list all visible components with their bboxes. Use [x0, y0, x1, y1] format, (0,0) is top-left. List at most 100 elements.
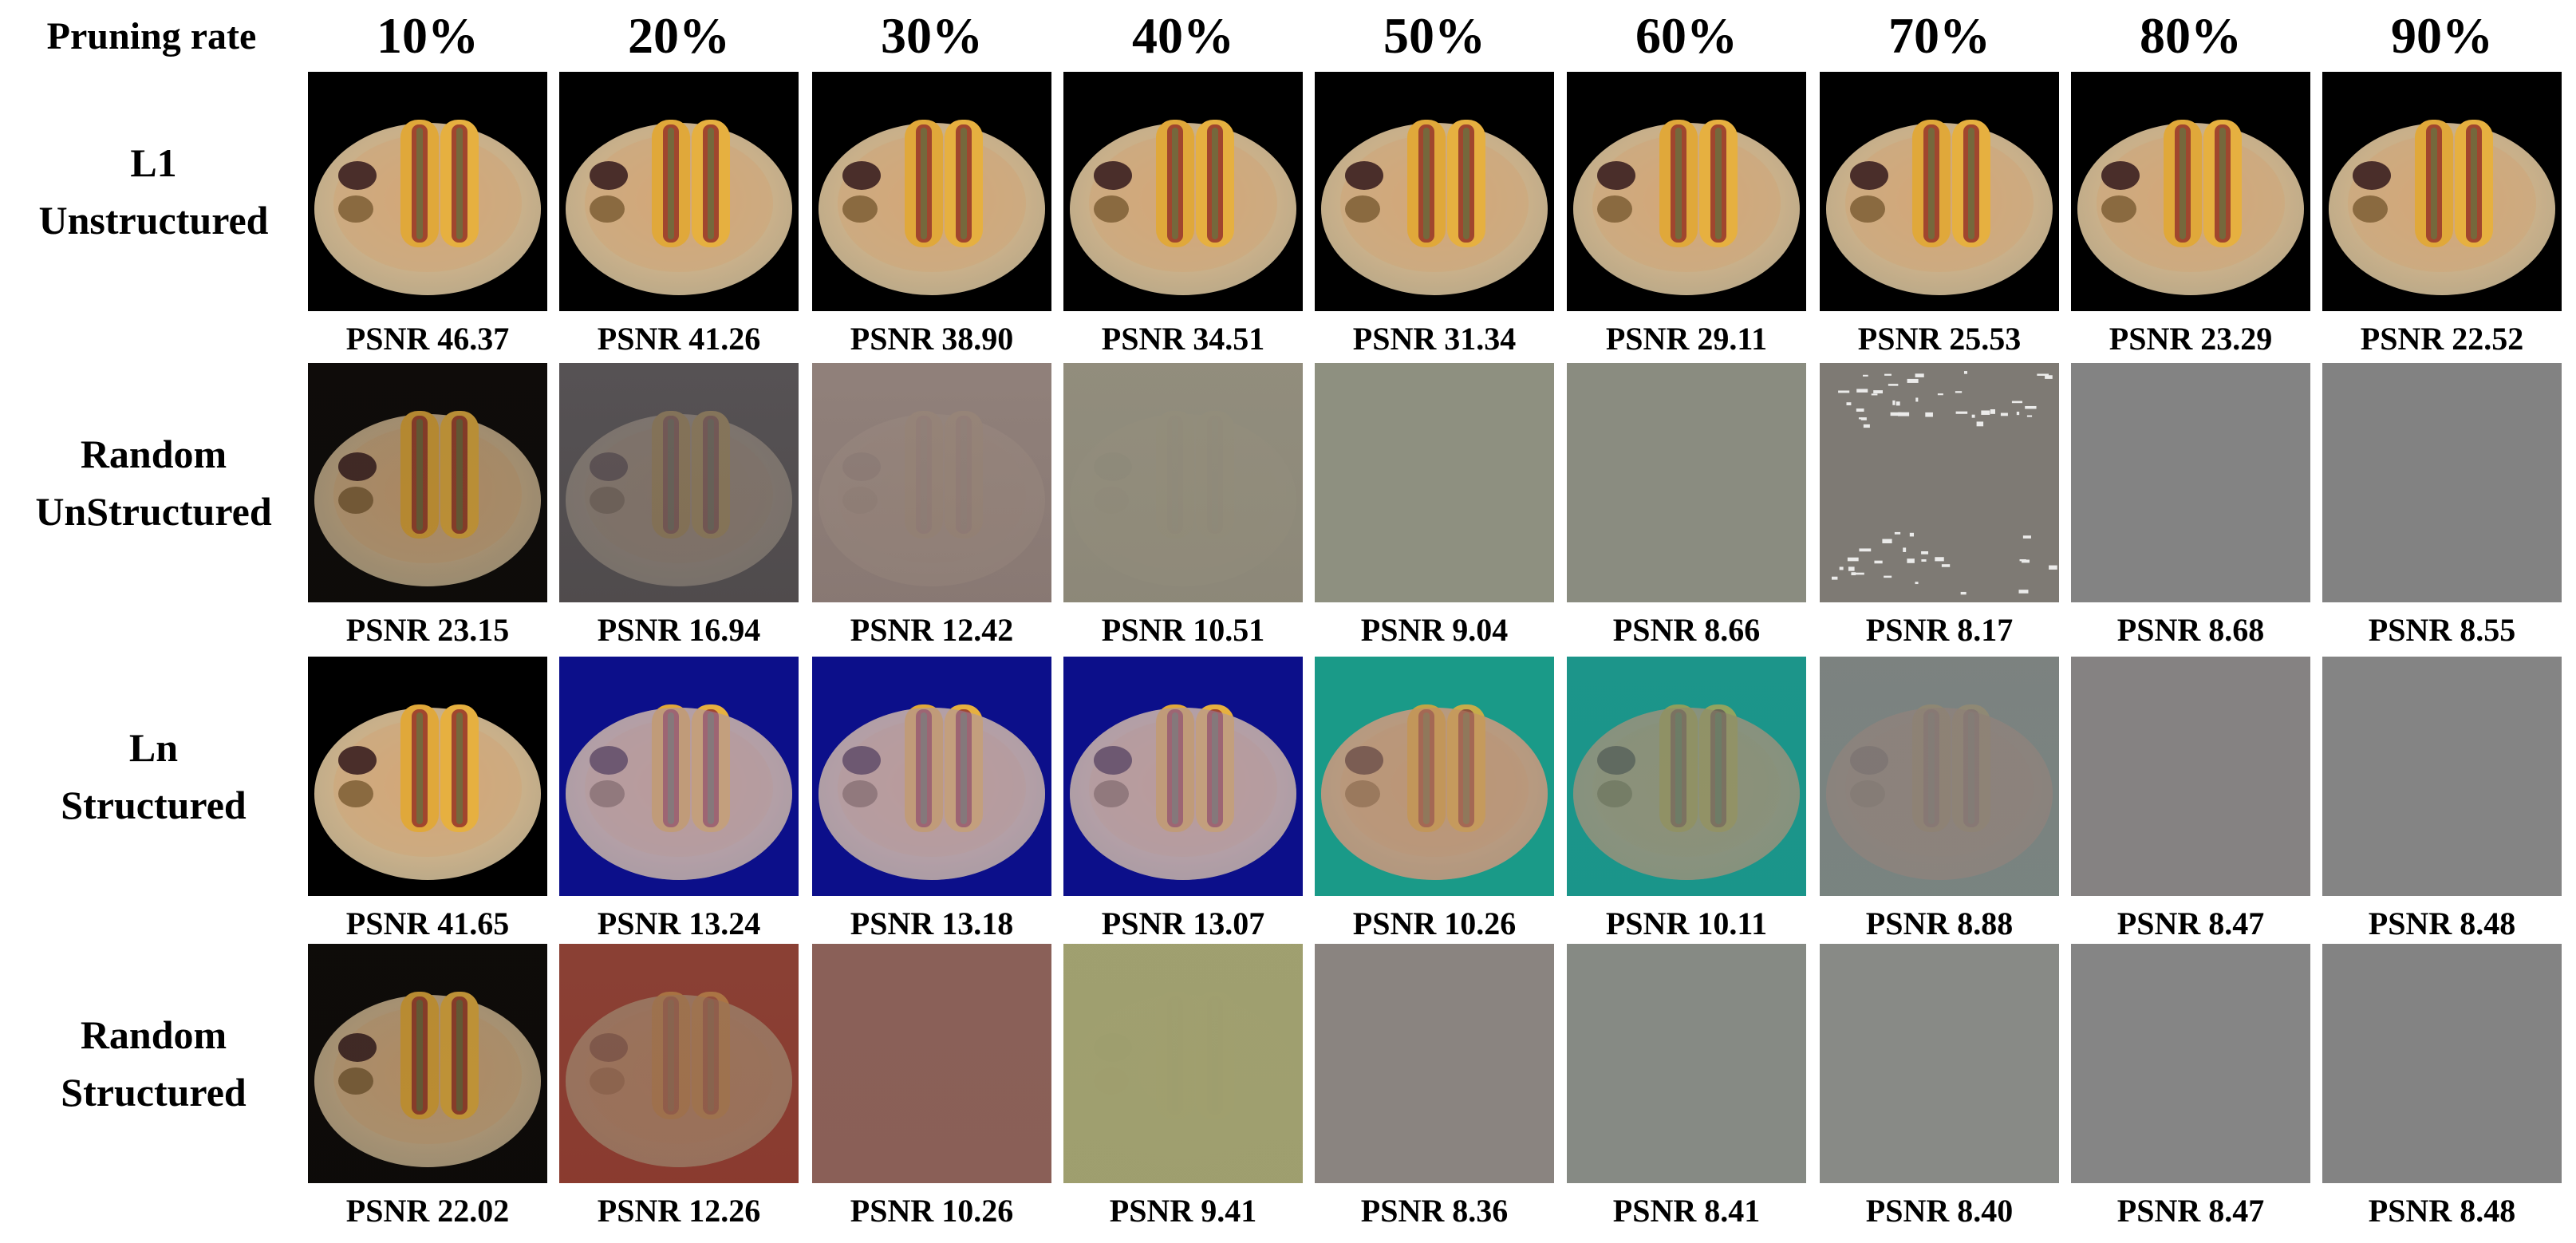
reconstruction-image	[2071, 657, 2310, 896]
hotdog-plate-image	[812, 657, 1051, 896]
psnr-value: PSNR 31.34	[1352, 320, 1517, 357]
hotdog-plate-image	[812, 363, 1051, 602]
reconstruction-image	[308, 363, 547, 602]
row-label-line2: Structured	[61, 783, 247, 827]
hotdog-plate-image	[1567, 72, 1806, 311]
hotdog-plate-image	[1567, 657, 1806, 896]
psnr-value: PSNR 8.68	[2116, 611, 2265, 648]
rate-header: 70%	[1888, 7, 1990, 64]
hotdog-plate-image	[559, 72, 799, 311]
psnr-value: PSNR 25.53	[1857, 320, 2022, 357]
reconstruction-image	[1820, 72, 2059, 311]
hotdog-plate-image	[2322, 657, 2562, 896]
pruning-rate-label: Pruning rate	[46, 14, 257, 57]
reconstruction-image	[1315, 657, 1554, 896]
psnr-value: PSNR 38.90	[850, 320, 1014, 357]
psnr-value: PSNR 8.47	[2116, 905, 2265, 941]
reconstruction-image	[1567, 72, 1806, 311]
row-label: Random Structured	[0, 944, 307, 1183]
reconstruction-image	[812, 944, 1051, 1183]
rate-header: 30%	[881, 7, 983, 64]
psnr-value: PSNR 13.18	[850, 905, 1014, 941]
hotdog-plate-image	[1063, 657, 1303, 896]
psnr-value: PSNR 46.37	[345, 320, 510, 357]
hotdog-plate-image	[2322, 944, 2562, 1183]
hotdog-plate-image	[2071, 944, 2310, 1183]
reconstruction-image	[308, 72, 547, 311]
reconstruction-image	[1063, 657, 1303, 896]
hotdog-plate-image	[2071, 363, 2310, 602]
hotdog-plate-image	[812, 944, 1051, 1183]
reconstruction-image	[1315, 363, 1554, 602]
reconstruction-image	[1820, 657, 2059, 896]
psnr-value: PSNR 12.26	[597, 1192, 761, 1229]
psnr-value: PSNR 22.52	[2360, 320, 2524, 357]
psnr-value: PSNR 8.66	[1612, 611, 1761, 648]
row-label-line1: L1	[130, 140, 177, 185]
hotdog-plate-image	[1315, 657, 1554, 896]
reconstruction-image	[2322, 657, 2562, 896]
hotdog-plate-image	[1315, 944, 1554, 1183]
hotdog-plate-image	[308, 363, 547, 602]
psnr-value: PSNR 10.26	[850, 1192, 1014, 1229]
reconstruction-image	[1315, 72, 1554, 311]
psnr-value: PSNR 8.47	[2116, 1192, 2265, 1229]
reconstruction-image	[1315, 944, 1554, 1183]
psnr-value: PSNR 8.40	[1865, 1192, 2014, 1229]
psnr-value: PSNR 8.41	[1612, 1192, 1761, 1229]
psnr-value: PSNR 23.15	[345, 611, 510, 648]
psnr-value: PSNR 41.26	[597, 320, 761, 357]
psnr-value: PSNR 8.55	[2368, 611, 2516, 648]
rate-header: 90%	[2391, 7, 2493, 64]
reconstruction-image	[1063, 72, 1303, 311]
reconstruction-image	[1820, 944, 2059, 1183]
psnr-value: PSNR 10.26	[1352, 905, 1517, 941]
reconstruction-image	[1063, 944, 1303, 1183]
psnr-value: PSNR 29.11	[1605, 320, 1768, 357]
hotdog-plate-image	[1315, 72, 1554, 311]
reconstruction-image	[812, 72, 1051, 311]
row-label-line1: Random	[80, 1012, 227, 1057]
reconstruction-image	[2071, 72, 2310, 311]
reconstruction-image	[2322, 72, 2562, 311]
reconstruction-image	[1567, 944, 1806, 1183]
reconstruction-image	[1567, 363, 1806, 602]
hotdog-plate-image	[2322, 363, 2562, 602]
row-label: Random UnStructured	[0, 363, 307, 602]
hotdog-plate-image	[1063, 72, 1303, 311]
reconstruction-image	[812, 363, 1051, 602]
row-label: L1 Unstructured	[0, 72, 307, 311]
reconstruction-image	[308, 944, 547, 1183]
rate-header: 10%	[377, 7, 479, 64]
rate-header: 50%	[1383, 7, 1485, 64]
hotdog-plate-image	[559, 363, 799, 602]
psnr-value: PSNR 8.48	[2368, 905, 2516, 941]
row-label-line2: UnStructured	[35, 489, 272, 534]
reconstruction-image	[559, 657, 799, 896]
row-label-line1: Ln	[128, 725, 179, 770]
psnr-value: PSNR 13.07	[1101, 905, 1265, 941]
hotdog-plate-image	[559, 944, 799, 1183]
psnr-value: PSNR 9.04	[1360, 611, 1509, 648]
psnr-value: PSNR 10.11	[1605, 905, 1768, 941]
hotdog-plate-image	[1820, 944, 2059, 1183]
hotdog-plate-image	[1315, 363, 1554, 602]
psnr-value: PSNR 41.65	[345, 905, 510, 941]
psnr-value: PSNR 13.24	[597, 905, 761, 941]
hotdog-plate-image	[1063, 944, 1303, 1183]
psnr-value: PSNR 8.36	[1360, 1192, 1509, 1229]
rate-header: 80%	[2140, 7, 2242, 64]
reconstruction-image	[2322, 363, 2562, 602]
row-label-line1: Random	[80, 432, 227, 476]
reconstruction-image	[2071, 363, 2310, 602]
rate-header: 20%	[628, 7, 730, 64]
hotdog-plate-image	[812, 72, 1051, 311]
psnr-value: PSNR 8.88	[1865, 905, 2014, 941]
hotdog-plate-image	[2322, 72, 2562, 311]
hotdog-plate-image	[2071, 657, 2310, 896]
hotdog-plate-image	[2071, 72, 2310, 311]
psnr-value: PSNR 8.17	[1865, 611, 2014, 648]
psnr-value: PSNR 22.02	[345, 1192, 510, 1229]
psnr-value: PSNR 23.29	[2109, 320, 2273, 357]
reconstruction-image	[1567, 657, 1806, 896]
